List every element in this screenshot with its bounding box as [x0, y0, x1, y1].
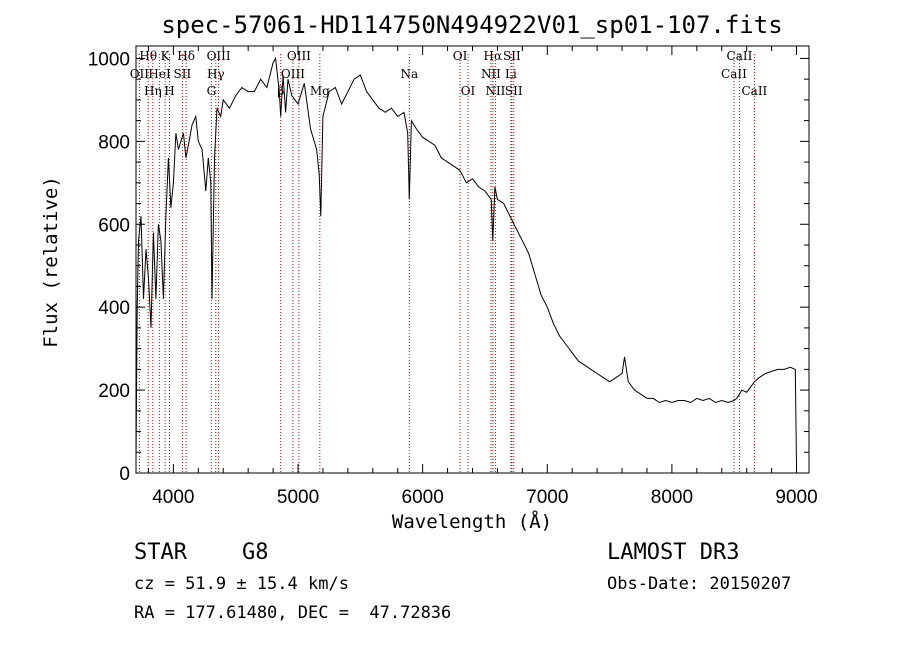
- spectral-line-label: CaII: [727, 49, 753, 63]
- spectral-line-label: NII: [481, 67, 501, 81]
- survey-name: LAMOST DR3: [607, 540, 740, 565]
- x-tick-label: 5000: [277, 487, 319, 508]
- spectral-line-label: Mg: [310, 84, 330, 98]
- x-tick-label: 8000: [651, 487, 693, 508]
- spectral-line-label: G: [207, 84, 217, 98]
- flux-series-line: [135, 56, 797, 465]
- x-tick-label: 6000: [402, 487, 444, 508]
- spectral-line-label: CaII: [721, 67, 747, 81]
- spectral-line-label: OIII: [207, 49, 231, 63]
- spectral-line-label: β: [277, 84, 284, 98]
- spectral-line-label: CaII: [741, 84, 767, 98]
- spectral-line-label: OII: [130, 67, 150, 81]
- y-tick-label: 400: [98, 298, 130, 319]
- spectral-line-label: HeI: [148, 67, 171, 81]
- x-tick-label: 9000: [775, 487, 817, 508]
- spectral-line-label: H: [164, 84, 174, 98]
- coordinates: RA = 177.61480, DEC = 47.72836: [134, 603, 452, 623]
- x-tick-label: 7000: [526, 487, 568, 508]
- spectral-line-label: NII: [485, 84, 505, 98]
- spectral-line-label: OIII: [287, 49, 311, 63]
- spectral-line-label: OIII: [281, 67, 305, 81]
- y-tick-label: 1000: [88, 49, 130, 70]
- spectral-line-label: OI: [453, 49, 468, 63]
- spectral-line-label: SII: [174, 67, 192, 81]
- plot-frame: [135, 45, 810, 474]
- spectral-line-label: Hγ: [207, 67, 225, 81]
- redshift-value: cz = 51.9 ± 15.4 km/s: [134, 574, 349, 594]
- x-axis-label: Wavelength (Å): [392, 510, 552, 533]
- spectral-line-label: Li: [505, 67, 517, 81]
- spectral-line-label: OI: [461, 84, 476, 98]
- object-subclass: G8: [242, 540, 269, 565]
- y-axis-label: Flux (relative): [40, 176, 62, 348]
- spectral-line-label: SII: [503, 49, 521, 63]
- spectral-line-label: Hθ: [139, 49, 157, 63]
- object-class: STAR: [134, 540, 187, 565]
- spectral-line-label: SII: [505, 84, 523, 98]
- y-tick-label: 0: [119, 464, 130, 485]
- y-tick-label: 200: [98, 381, 130, 402]
- spectral-line-label: Hα: [484, 49, 503, 63]
- observation-date: Obs-Date: 20150207: [607, 574, 792, 594]
- y-tick-label: 800: [98, 132, 130, 153]
- x-tick-label: 4000: [152, 487, 194, 508]
- chart-title: spec-57061-HD114750N494922V01_sp01-107.f…: [161, 11, 782, 39]
- spectral-line-label: Hη: [144, 84, 162, 98]
- spectral-line-label: Na: [400, 67, 418, 81]
- spectral-line-label: Hδ: [177, 49, 195, 63]
- spectral-line-label: K: [161, 49, 171, 63]
- axis-ticks: 4000 5000 6000 7000 8000 9000 0 200 400 600 800 100…: [88, 46, 818, 508]
- y-tick-label: 600: [98, 215, 130, 236]
- spectral-line-markers: [138, 54, 755, 473]
